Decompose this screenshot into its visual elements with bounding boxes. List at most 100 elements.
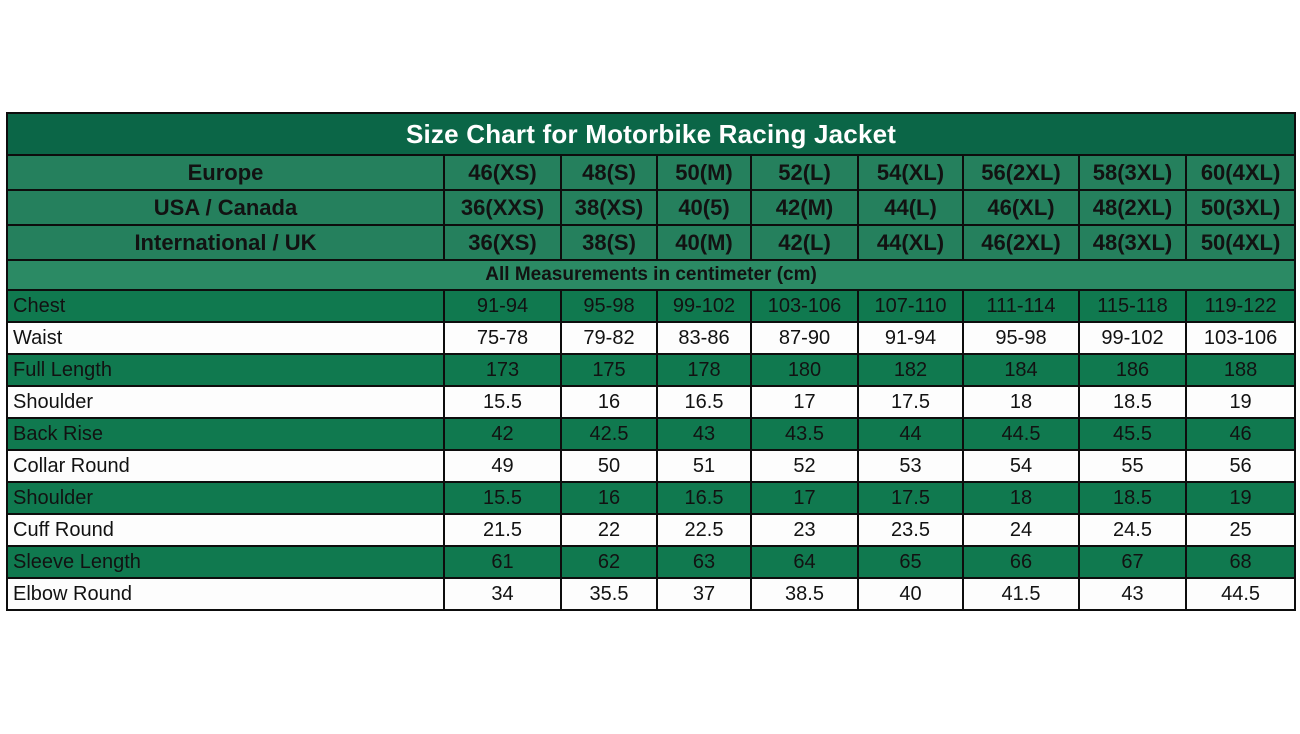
measurement-label: Cuff Round [6,513,445,547]
size-value-cell: 38(XS) [560,189,658,226]
size-value-cell: 52(L) [750,154,859,191]
measurement-value-cell: 17 [750,481,859,515]
measurement-value-cell: 63 [656,545,752,579]
measurement-value-cell: 83-86 [656,321,752,355]
size-value-cell: 44(XL) [857,224,964,261]
measurement-value-cell: 75-78 [443,321,562,355]
table-row: Shoulder 15.5 16 16.5 17 17.5 18 18.5 19 [6,385,1297,419]
measurement-value-cell: 91-94 [857,321,964,355]
measurement-value-cell: 42.5 [560,417,658,451]
measurement-value-cell: 65 [857,545,964,579]
size-value-cell: 48(2XL) [1078,189,1187,226]
measurement-value-cell: 35.5 [560,577,658,611]
table-row: Shoulder 15.5 16 16.5 17 17.5 18 18.5 19 [6,481,1297,515]
measurement-value-cell: 16.5 [656,481,752,515]
measurement-value-cell: 66 [962,545,1080,579]
size-value-cell: 48(S) [560,154,658,191]
table-row: Back Rise 42 42.5 43 43.5 44 44.5 45.5 46 [6,417,1297,451]
measurement-value-cell: 103-106 [1184,321,1297,355]
table-row: Chest 91-94 95-98 99-102 103-106 107-110 111-1… [6,289,1297,323]
size-value-cell: 58(3XL) [1078,154,1187,191]
measurement-value-cell: 17.5 [857,385,964,419]
region-label: Europe [6,154,445,191]
table-title-row: Size Chart for Motorbike Racing Jacket [5,112,1297,156]
measurement-value-cell: 103-106 [750,289,859,323]
table-row: Waist 75-78 79-82 83-86 87-90 91-94 95-98 99-10… [6,321,1297,355]
size-value-cell: 40(5) [656,189,752,226]
measurement-value-cell: 87-90 [750,321,859,355]
measurement-value-cell: 119-122 [1184,289,1297,323]
measurement-value-cell: 43 [1078,577,1187,611]
measurement-value-cell: 67 [1078,545,1187,579]
measurement-value-cell: 19 [1184,481,1297,515]
measurement-value-cell: 115-118 [1078,289,1187,323]
measurement-value-cell: 45.5 [1078,417,1187,451]
measurement-value-cell: 50 [560,449,658,483]
size-value-cell: 40(M) [656,224,752,261]
measurement-value-cell: 188 [1184,353,1297,387]
measurement-label: Shoulder [6,481,445,515]
measurement-label: Elbow Round [6,577,445,611]
measurement-value-cell: 46 [1184,417,1297,451]
size-value-cell: 44(L) [857,189,964,226]
measurement-value-cell: 18 [962,385,1080,419]
table-row: International / UK 36(XS) 38(S) 40(M) 42(L) 4… [6,224,1297,261]
measurement-value-cell: 24 [962,513,1080,547]
measurement-value-cell: 25 [1184,513,1297,547]
measurement-value-cell: 23.5 [857,513,964,547]
size-value-cell: 46(2XL) [962,224,1080,261]
measurement-value-cell: 99-102 [656,289,752,323]
measurement-value-cell: 54 [962,449,1080,483]
table-row: Collar Round 49 50 51 52 53 54 55 56 [6,449,1297,483]
table-row: Elbow Round 34 35.5 37 38.5 40 41.5 43 44.5 [6,577,1297,611]
size-value-cell: 36(XXS) [443,189,562,226]
size-value-cell: 36(XS) [443,224,562,261]
measurement-label: Waist [6,321,445,355]
measurement-value-cell: 99-102 [1078,321,1187,355]
measurement-value-cell: 107-110 [857,289,964,323]
measurement-label: Shoulder [6,385,445,419]
measurement-value-cell: 18.5 [1078,481,1187,515]
size-value-cell: 54(XL) [857,154,964,191]
measurement-label: Collar Round [6,449,445,483]
measurement-value-cell: 49 [443,449,562,483]
measurement-value-cell: 173 [443,353,562,387]
measurement-value-cell: 16 [560,385,658,419]
measurement-value-cell: 56 [1184,449,1297,483]
measurement-value-cell: 19 [1184,385,1297,419]
measurement-value-cell: 51 [656,449,752,483]
measurement-value-cell: 95-98 [962,321,1080,355]
size-value-cell: 48(3XL) [1078,224,1187,261]
measurement-value-cell: 182 [857,353,964,387]
measurement-value-cell: 17 [750,385,859,419]
measurement-value-cell: 23 [750,513,859,547]
measurements-note-row: All Measurements in centimeter (cm) [5,259,1297,291]
measurement-value-cell: 43.5 [750,417,859,451]
size-value-cell: 60(4XL) [1184,154,1297,191]
measurement-value-cell: 64 [750,545,859,579]
table-row: Full Length 173 175 178 180 182 184 186 188 [6,353,1297,387]
measurement-value-cell: 41.5 [962,577,1080,611]
table-row: Cuff Round 21.5 22 22.5 23 23.5 24 24.5 25 [6,513,1297,547]
measurement-label: Full Length [6,353,445,387]
measurement-value-cell: 55 [1078,449,1187,483]
measurement-value-cell: 38.5 [750,577,859,611]
size-value-cell: 50(M) [656,154,752,191]
region-label: USA / Canada [6,189,445,226]
measurement-value-cell: 79-82 [560,321,658,355]
measurement-value-cell: 175 [560,353,658,387]
size-value-cell: 38(S) [560,224,658,261]
table-row: Sleeve Length 61 62 63 64 65 66 67 68 [6,545,1297,579]
table-row: Europe 46(XS) 48(S) 50(M) 52(L) 54(XL) 56(2XL)… [6,154,1297,191]
size-chart-body: Size Chart for Motorbike Racing Jacket E… [5,112,1297,611]
measurement-value-cell: 24.5 [1078,513,1187,547]
measurement-value-cell: 18 [962,481,1080,515]
measurement-value-cell: 15.5 [443,385,562,419]
size-value-cell: 50(3XL) [1184,189,1297,226]
measurement-value-cell: 68 [1184,545,1297,579]
measurement-value-cell: 37 [656,577,752,611]
measurement-value-cell: 186 [1078,353,1187,387]
size-value-cell: 42(M) [750,189,859,226]
measurement-value-cell: 91-94 [443,289,562,323]
